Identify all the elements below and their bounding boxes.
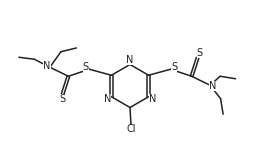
Text: S: S [171, 62, 177, 72]
Text: N: N [104, 94, 111, 104]
Text: N: N [149, 94, 156, 104]
Text: N: N [209, 82, 217, 91]
Text: Cl: Cl [126, 125, 136, 135]
Text: S: S [197, 48, 203, 58]
Text: N: N [44, 61, 51, 71]
Text: S: S [83, 62, 89, 72]
Text: N: N [126, 55, 134, 65]
Text: S: S [59, 94, 66, 104]
